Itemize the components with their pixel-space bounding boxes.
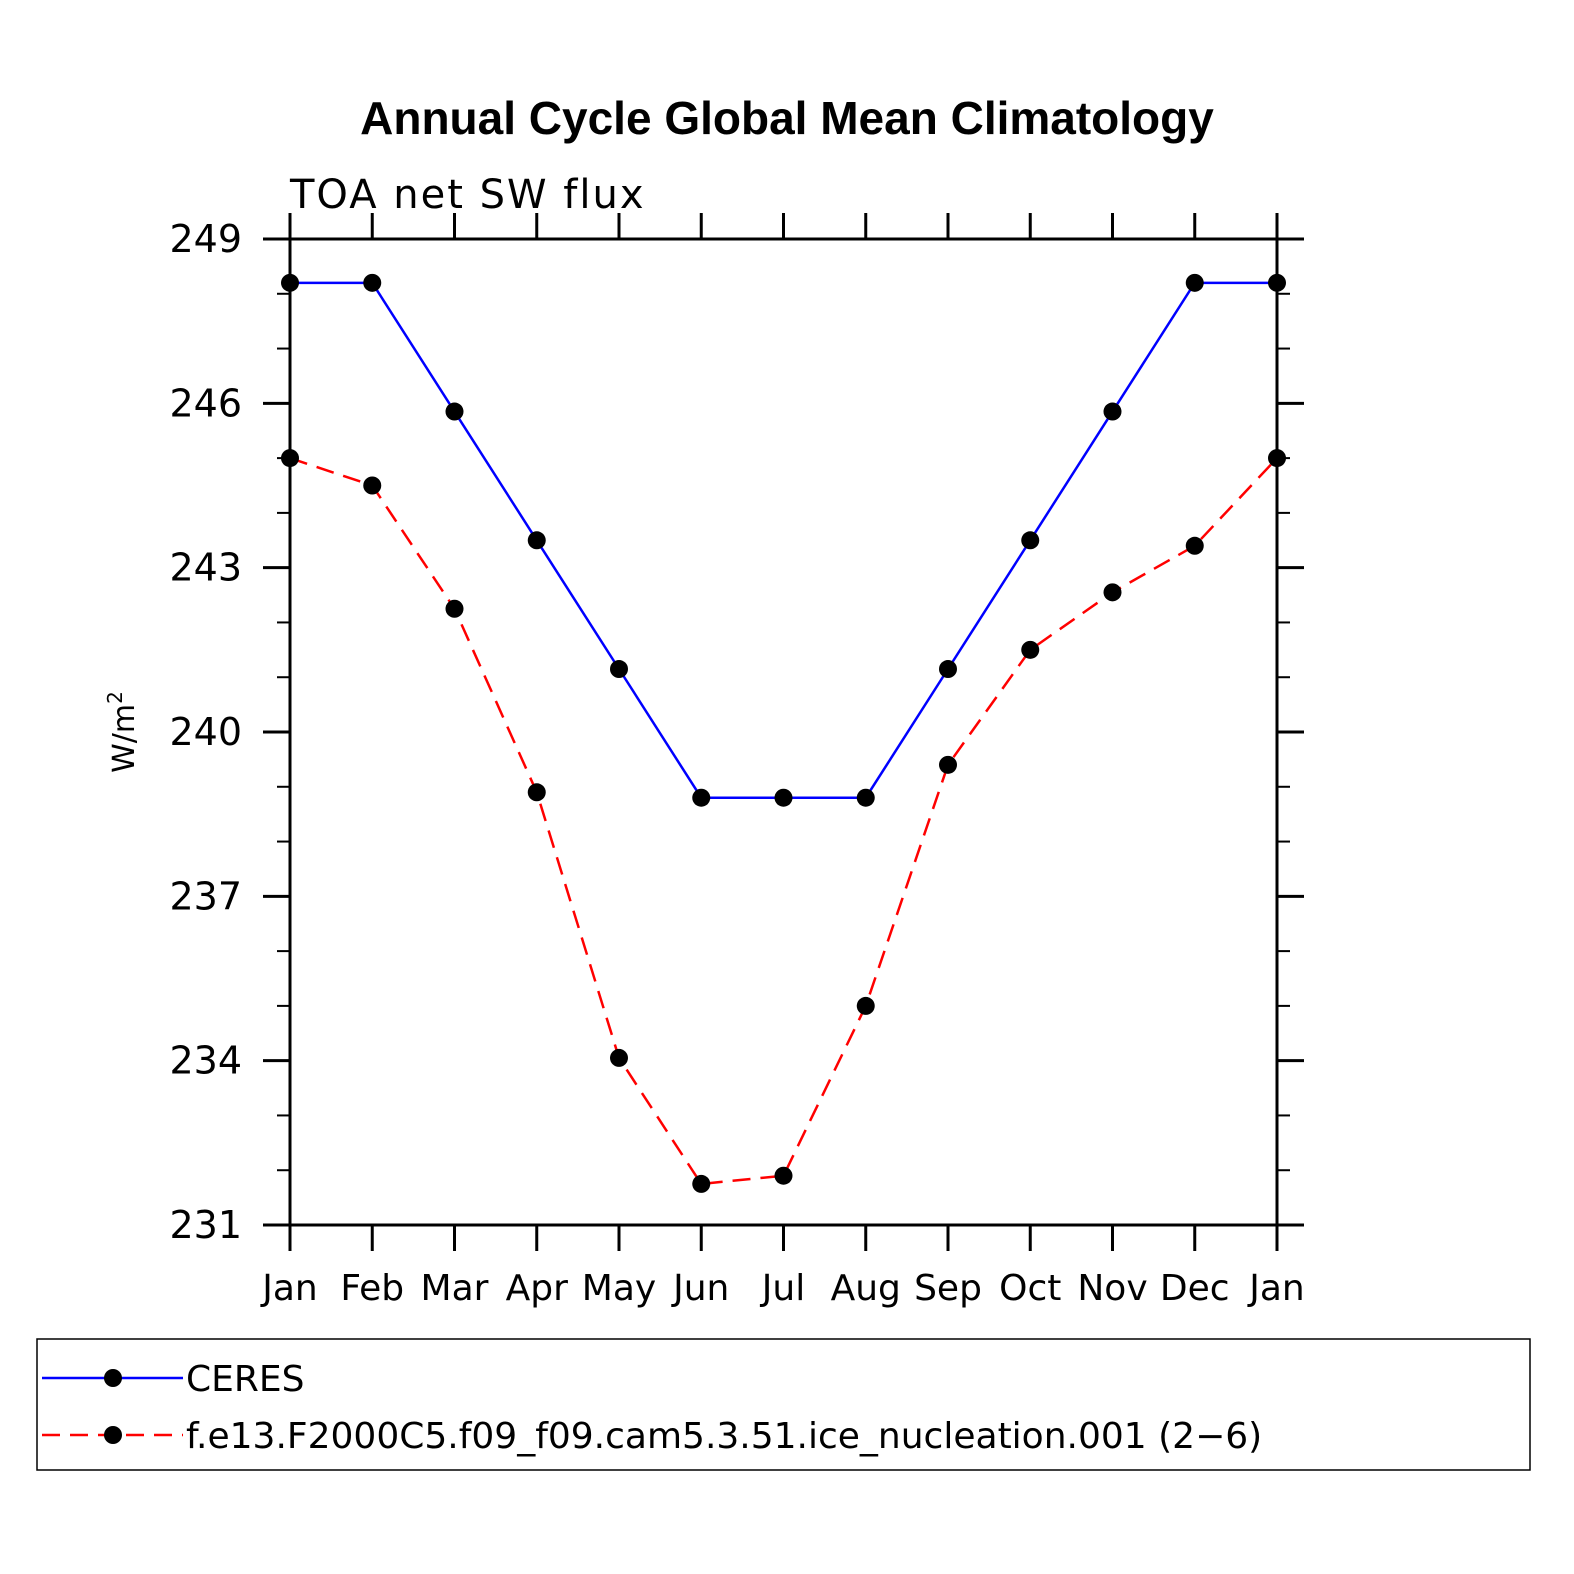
svg-text:W/m2: W/m2 [103, 691, 142, 773]
legend-box [36, 1338, 1531, 1471]
series-1-point [939, 755, 957, 774]
x-tick-label: Oct [999, 1268, 1061, 1309]
y-axis-ticks: 249 246 243 240 237 234 231 [169, 217, 1304, 1247]
y-tick-label: 234 [169, 1039, 242, 1083]
x-tick-label: Apr [506, 1268, 568, 1309]
x-axis-ticks: Jan Feb Mar Apr May Jun Jul Aug Sep Oct Nov Dec Jan [260, 213, 1305, 1309]
series-0-point [1103, 402, 1122, 421]
series-1-point [774, 1166, 793, 1185]
series-0-point [774, 788, 793, 807]
x-tick-label: Jan [1247, 1268, 1305, 1309]
series-1-point [363, 476, 382, 495]
series-1-point [1103, 583, 1122, 602]
x-tick-label: Sep [914, 1268, 982, 1309]
x-tick-label: Dec [1160, 1268, 1230, 1309]
y-axis-label-text: W/m [107, 704, 142, 773]
chart-subtitle: TOA net SW flux [289, 172, 646, 218]
x-tick-label: Nov [1077, 1268, 1147, 1309]
series-1-point [445, 599, 464, 618]
x-tick-label: Aug [831, 1268, 901, 1309]
x-tick-label: Jul [760, 1268, 805, 1309]
y-tick-label: 249 [169, 217, 242, 261]
x-tick-label: Feb [340, 1268, 404, 1309]
series-1-point [610, 1048, 628, 1067]
y-tick-label: 243 [169, 546, 242, 590]
series-0-point [281, 273, 299, 292]
series-0-point [939, 660, 957, 679]
series-1-point [527, 783, 546, 802]
series-0-point [692, 788, 711, 807]
series-1-point [692, 1174, 711, 1193]
series-1-point [1185, 536, 1204, 555]
x-tick-label: Jan [260, 1268, 318, 1309]
series-0-point [363, 273, 382, 292]
series-1-point [281, 449, 299, 468]
series-0-point [610, 660, 628, 679]
series-1-point [856, 996, 875, 1015]
chart-title: Annual Cycle Global Mean Climatology [360, 92, 1214, 144]
y-axis-label-superscript: 2 [103, 691, 127, 704]
y-axis-label: W/m2 [103, 691, 142, 773]
series-line-1 [289, 456, 1278, 1186]
y-tick-label: 237 [169, 874, 242, 918]
series-1-point [1268, 449, 1286, 468]
legend-label-1: f.e13.F2000C5.f09_f09.cam5.3.51.ice_nucl… [186, 1416, 1262, 1457]
x-tick-label: May [582, 1268, 656, 1309]
series-0-point [527, 531, 546, 550]
series-layer [281, 273, 1286, 1193]
legend: CERES f.e13.F2000C5.f09_f09.cam5.3.51.ice… [42, 1359, 1262, 1457]
x-tick-label: Mar [421, 1268, 489, 1309]
legend-marker-1 [104, 1426, 122, 1444]
series-1-point [1021, 640, 1040, 659]
series-0-point [1268, 273, 1286, 292]
y-tick-label: 240 [169, 710, 242, 754]
legend-marker-0 [104, 1369, 122, 1387]
series-0-point [1021, 531, 1040, 550]
y-tick-label: 246 [169, 381, 242, 425]
series-line-0 [290, 281, 1277, 799]
x-tick-label: Jun [671, 1268, 729, 1309]
y-tick-label: 231 [169, 1203, 242, 1247]
series-0-point [856, 788, 875, 807]
legend-label-0: CERES [186, 1359, 305, 1400]
series-0-point [445, 402, 464, 421]
series-0-point [1185, 273, 1204, 292]
